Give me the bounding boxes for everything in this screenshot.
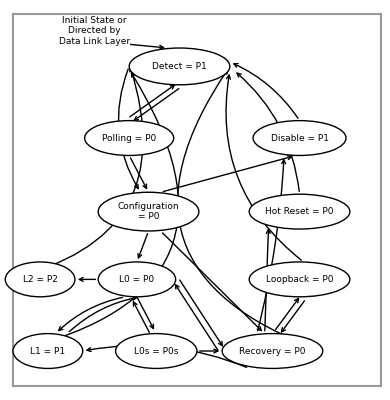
Ellipse shape	[129, 48, 230, 85]
Text: Initial State or
Directed by
Data Link Layer: Initial State or Directed by Data Link L…	[59, 16, 130, 46]
FancyBboxPatch shape	[13, 14, 381, 386]
Ellipse shape	[222, 334, 323, 368]
Ellipse shape	[98, 262, 176, 297]
Text: L0 = P0: L0 = P0	[119, 275, 154, 284]
Text: Hot Reset = P0: Hot Reset = P0	[265, 207, 334, 216]
Ellipse shape	[249, 262, 350, 297]
Ellipse shape	[249, 194, 350, 229]
Text: L1 = P1: L1 = P1	[30, 346, 66, 356]
Text: L2 = P2: L2 = P2	[23, 275, 58, 284]
Text: Recovery = P0: Recovery = P0	[239, 346, 306, 356]
Text: L0s = P0s: L0s = P0s	[134, 346, 179, 356]
Text: Loopback = P0: Loopback = P0	[266, 275, 333, 284]
Ellipse shape	[253, 121, 346, 156]
Text: Polling = P0: Polling = P0	[102, 134, 156, 142]
Ellipse shape	[85, 121, 174, 156]
Text: Configuration
= P0: Configuration = P0	[118, 202, 179, 221]
Ellipse shape	[5, 262, 75, 297]
Text: Detect = P1: Detect = P1	[152, 62, 207, 71]
Ellipse shape	[115, 334, 197, 368]
Ellipse shape	[13, 334, 83, 368]
Ellipse shape	[98, 192, 199, 231]
Text: Disable = P1: Disable = P1	[271, 134, 328, 142]
